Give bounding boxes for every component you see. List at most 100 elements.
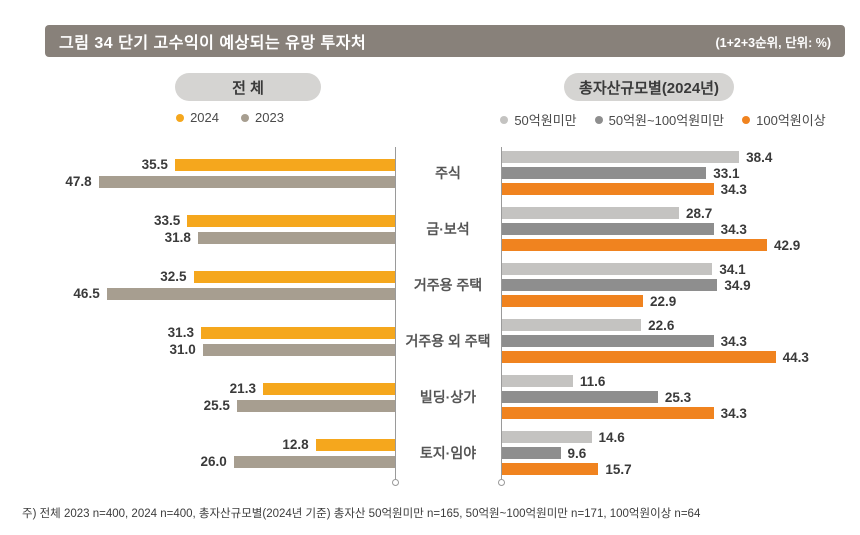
bar-segment — [193, 270, 395, 283]
left-panel-bars: 33.5 31.8 — [60, 213, 395, 245]
panel-header-total-label: 전 체 — [232, 79, 264, 97]
bar-segment — [501, 239, 767, 251]
legend-dot-icon — [594, 115, 603, 124]
bar-line: 34.3 — [501, 334, 747, 349]
bar-segment — [501, 207, 679, 219]
legend-label: 2023 — [255, 110, 284, 125]
category-row: 31.3 31.0 거주용 외 주택 22.6 34.3 44.3 — [60, 313, 845, 369]
bar-line: 32.5 — [160, 269, 395, 284]
bar-line: 14.6 — [501, 430, 625, 445]
bar-value-label: 34.3 — [720, 405, 747, 421]
panel-header-by-assets: 총자산규모별(2024년) — [564, 73, 734, 101]
right-panel-bars: 38.4 33.1 34.3 — [501, 150, 845, 197]
category-label: 빌딩·상가 — [419, 389, 477, 405]
bar-value-label: 15.7 — [605, 461, 632, 477]
bar-value-label: 33.1 — [713, 165, 740, 181]
legend-label: 100억원이상 — [756, 113, 826, 128]
legend-item: 50억원미만 — [500, 110, 577, 129]
unit-note: (1+2+3순위, 단위: %) — [715, 35, 831, 50]
left-panel-bars: 21.3 25.5 — [60, 381, 395, 413]
bar-segment — [501, 151, 740, 163]
category-row: 35.5 47.8 주식 38.4 33.1 34.3 — [60, 145, 845, 201]
bar-value-label: 34.3 — [720, 181, 747, 197]
bar-line: 22.6 — [501, 317, 675, 333]
bar-line: 34.3 — [501, 221, 747, 237]
right-panel-bars: 34.1 34.9 22.9 — [501, 261, 845, 309]
bar-segment — [501, 223, 714, 235]
bar-segment — [233, 455, 395, 468]
bar-value-label: 31.3 — [167, 325, 194, 340]
bar-value-label: 21.3 — [229, 381, 256, 396]
bar-segment — [501, 183, 714, 195]
bar-segment — [262, 382, 395, 395]
bar-segment — [501, 319, 642, 331]
bar-segment — [315, 438, 395, 451]
bar-value-label: 34.1 — [719, 261, 746, 277]
bar-segment — [98, 175, 395, 188]
bar-line: 12.8 — [282, 437, 395, 452]
bar-segment — [174, 158, 395, 171]
bar-value-label: 26.0 — [200, 454, 227, 469]
bar-line: 34.9 — [501, 278, 751, 293]
bar-line: 38.4 — [501, 150, 772, 165]
bar-line: 34.1 — [501, 261, 746, 277]
bar-line: 15.7 — [501, 461, 632, 477]
category-row: 12.8 26.0 토지·임야 14.6 9.6 15.7 — [60, 425, 845, 481]
bar-value-label: 28.7 — [685, 205, 713, 221]
figure-title: 그림 34 단기 고수익이 예상되는 유망 투자처 — [59, 35, 367, 52]
bar-segment — [236, 399, 395, 412]
bar-line: 33.1 — [501, 165, 740, 181]
footnote: 주) 전체 2023 n=400, 2024 n=400, 총자산규모별(202… — [22, 508, 701, 520]
bar-line: 33.5 — [154, 213, 395, 228]
bar-line: 25.5 — [203, 398, 395, 413]
bar-line: 9.6 — [501, 445, 587, 461]
category-label: 주식 — [435, 165, 461, 181]
bar-value-label: 44.3 — [782, 349, 809, 365]
right-panel-bars: 28.7 34.3 42.9 — [501, 205, 845, 253]
category-row: 21.3 25.5 빌딩·상가 11.6 25.3 34.3 — [60, 369, 845, 425]
bar-line: 34.3 — [501, 181, 747, 197]
bar-line: 35.5 — [142, 157, 395, 172]
bar-line: 22.9 — [501, 294, 676, 309]
left-panel-bars: 32.5 46.5 — [60, 269, 395, 301]
bar-segment — [501, 295, 643, 307]
bar-value-label: 12.8 — [282, 437, 309, 452]
bar-value-label: 31.8 — [164, 230, 191, 245]
bar-value-label: 42.9 — [773, 237, 801, 253]
category-row: 33.5 31.8 금·보석 28.7 34.3 42.9 — [60, 201, 845, 257]
category-label: 거주용 주택 — [413, 277, 483, 293]
bar-line: 46.5 — [73, 286, 395, 301]
legend-label: 50억원미만 — [514, 113, 577, 128]
left-panel-bars: 31.3 31.0 — [60, 325, 395, 357]
bar-segment — [197, 231, 395, 244]
legend-item: 2024 — [176, 110, 219, 125]
bar-line: 34.3 — [501, 405, 747, 421]
bar-value-label: 25.5 — [203, 398, 230, 413]
legend-item: 2023 — [241, 110, 284, 125]
bar-segment — [106, 287, 395, 300]
bar-value-label: 11.6 — [579, 373, 606, 389]
bar-value-label: 22.6 — [648, 317, 675, 333]
bar-segment — [501, 167, 707, 179]
legend-dot-icon — [176, 113, 185, 122]
bar-value-label: 31.0 — [169, 342, 196, 357]
bar-segment — [202, 343, 395, 356]
bar-segment — [501, 335, 714, 347]
bar-value-label: 25.3 — [664, 389, 692, 405]
legend-by-assets: 50억원미만 50억원~100억원미만 100억원이상 — [478, 110, 848, 129]
left-panel-bars: 35.5 47.8 — [60, 157, 395, 189]
bar-value-label: 34.3 — [720, 221, 747, 237]
bar-line: 42.9 — [501, 237, 801, 253]
bar-line: 31.0 — [169, 342, 395, 357]
legend-dot-icon — [500, 115, 509, 124]
bar-segment — [187, 214, 395, 227]
bar-segment — [501, 391, 658, 403]
bar-line: 31.8 — [164, 230, 395, 245]
category-label: 토지·임야 — [419, 445, 477, 461]
bar-line: 47.8 — [65, 174, 395, 189]
bar-segment — [501, 351, 776, 363]
bar-segment — [501, 431, 592, 443]
bar-line: 44.3 — [501, 349, 809, 365]
bar-value-label: 32.5 — [160, 269, 187, 284]
bar-value-label: 9.6 — [567, 445, 587, 461]
